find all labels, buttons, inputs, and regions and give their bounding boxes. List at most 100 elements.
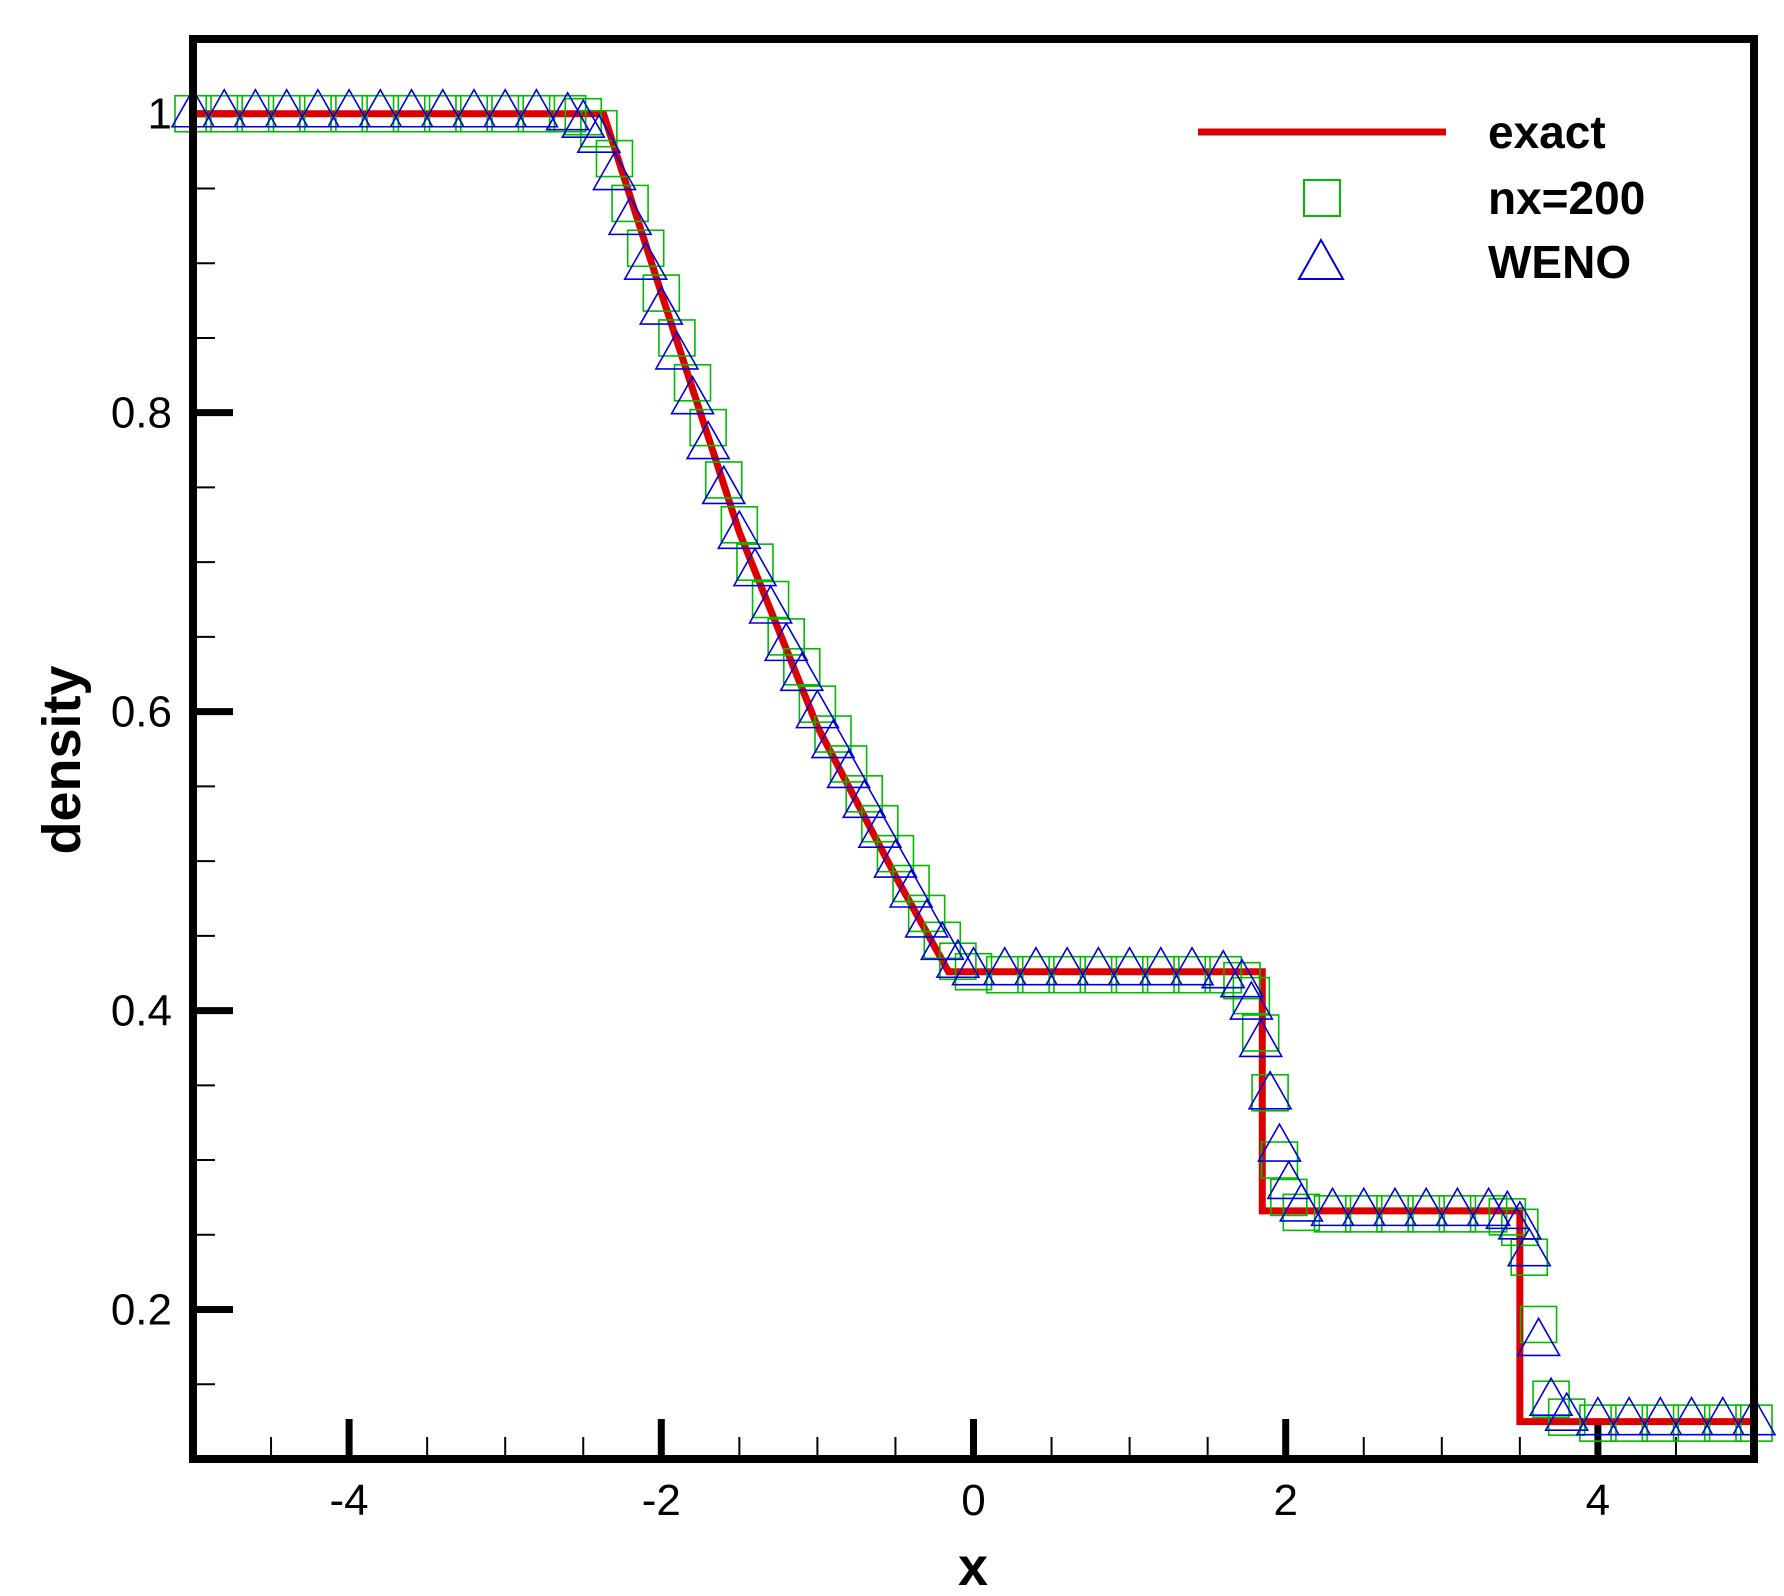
weno-point: [1606, 1396, 1652, 1436]
weno-point: [545, 91, 591, 131]
legend-nx200-label: nx=200: [1488, 172, 1645, 224]
weno-point: [1669, 1396, 1714, 1436]
nx200-point: [1344, 1195, 1383, 1233]
y-axis-title: density: [32, 665, 92, 854]
weno-point: [732, 547, 778, 587]
weno-point: [951, 946, 996, 986]
weno-point: [1044, 946, 1090, 986]
weno-point: [451, 88, 497, 128]
exact-line: [193, 110, 1754, 1426]
weno-point: [873, 838, 918, 878]
nx200-point: [876, 834, 915, 873]
nx200-point: [1547, 1398, 1586, 1436]
nx200-point: [673, 363, 712, 402]
legend-exact-label: exact: [1488, 106, 1606, 158]
nx200-point: [720, 505, 759, 544]
nx200-point: [907, 894, 946, 933]
nx200-point: [689, 408, 727, 447]
nx200-point: [892, 864, 930, 903]
weno-point: [592, 150, 637, 191]
weno-point: [264, 88, 310, 128]
weno-point: [1138, 946, 1184, 986]
nx200-point: [1672, 1404, 1711, 1442]
weno-point: [1266, 1159, 1312, 1200]
weno-point: [1238, 1017, 1284, 1058]
weno-point: [1637, 1396, 1683, 1436]
weno-point: [810, 718, 856, 759]
weno-point: [295, 88, 341, 128]
weno-point: [1076, 946, 1121, 986]
nx200-point: [1017, 955, 1055, 994]
weno-point: [716, 509, 762, 550]
weno-point: [1310, 1186, 1355, 1227]
weno-point: [1435, 1186, 1480, 1227]
weno-point: [1341, 1186, 1387, 1227]
nx200-point: [845, 775, 884, 813]
nx200-point: [1488, 1198, 1527, 1236]
weno-point: [607, 195, 653, 236]
nx200-point: [1703, 1404, 1742, 1442]
weno-point: [1247, 1070, 1293, 1110]
weno-point: [654, 330, 700, 370]
y-tick-label: 0.8: [111, 389, 172, 438]
nx200-point: [985, 955, 1024, 994]
legend-weno-swatch: [1297, 237, 1345, 280]
nx200-point: [736, 543, 774, 581]
nx200-point: [1142, 955, 1180, 994]
nx200-point: [1376, 1195, 1414, 1233]
nx200-point: [1048, 955, 1086, 994]
nx200-point: [642, 274, 681, 312]
weno-point: [1575, 1396, 1621, 1436]
nx200-point: [782, 647, 821, 686]
x-tick-label: 2: [1273, 1476, 1297, 1525]
weno-point: [576, 113, 622, 153]
x-tick-labels: -4 -2 0 2 4: [330, 1476, 1611, 1525]
weno-point: [389, 88, 434, 128]
weno-point: [748, 584, 793, 624]
weno-point: [779, 651, 825, 692]
nx200-point: [595, 139, 634, 178]
weno-point: [1278, 1182, 1324, 1222]
weno-point: [919, 920, 965, 961]
y-tick-label: 0.2: [111, 1286, 172, 1335]
weno-point: [1107, 946, 1152, 986]
nx200-point: [1313, 1195, 1352, 1233]
nx200-point: [1579, 1404, 1617, 1442]
weno-point: [638, 285, 684, 325]
nx200-point: [1251, 1073, 1289, 1112]
weno-point: [233, 88, 278, 128]
weno-point: [1700, 1396, 1746, 1436]
weno-point: [935, 938, 981, 979]
nx200-point: [704, 461, 743, 499]
nx200-point: [829, 745, 868, 783]
weno-point: [514, 88, 559, 128]
nx200-point: [1641, 1404, 1680, 1442]
y-tick-label: 0.4: [111, 987, 172, 1036]
axes-frame: [189, 35, 1758, 1463]
nx200-point: [767, 618, 805, 656]
weno-point: [623, 240, 669, 281]
weno-point: [1516, 1316, 1561, 1357]
nx200-point: [1110, 955, 1149, 994]
nx200-point: [1241, 1014, 1280, 1052]
weno-point: [763, 621, 809, 662]
x-tick-label: -2: [642, 1476, 681, 1525]
weno-point: [1484, 1189, 1530, 1230]
weno-point: [982, 946, 1028, 986]
nx200-point: [861, 804, 899, 843]
weno-point: [482, 88, 528, 128]
legend: exact nx=200 WENO: [1198, 106, 1645, 288]
nx200-point: [939, 942, 977, 981]
weno-point: [1228, 980, 1274, 1020]
nx200-point: [1438, 1195, 1477, 1233]
weno-point: [560, 98, 606, 139]
nx200-point: [626, 229, 665, 268]
legend-weno-label: WENO: [1488, 236, 1631, 288]
weno-point: [1372, 1186, 1418, 1227]
weno-point: [670, 375, 715, 415]
nx200-point: [580, 109, 618, 148]
major-ticks: [193, 110, 1602, 1459]
nx200-point: [1270, 1178, 1308, 1217]
minor-ticks: [193, 187, 1677, 1460]
